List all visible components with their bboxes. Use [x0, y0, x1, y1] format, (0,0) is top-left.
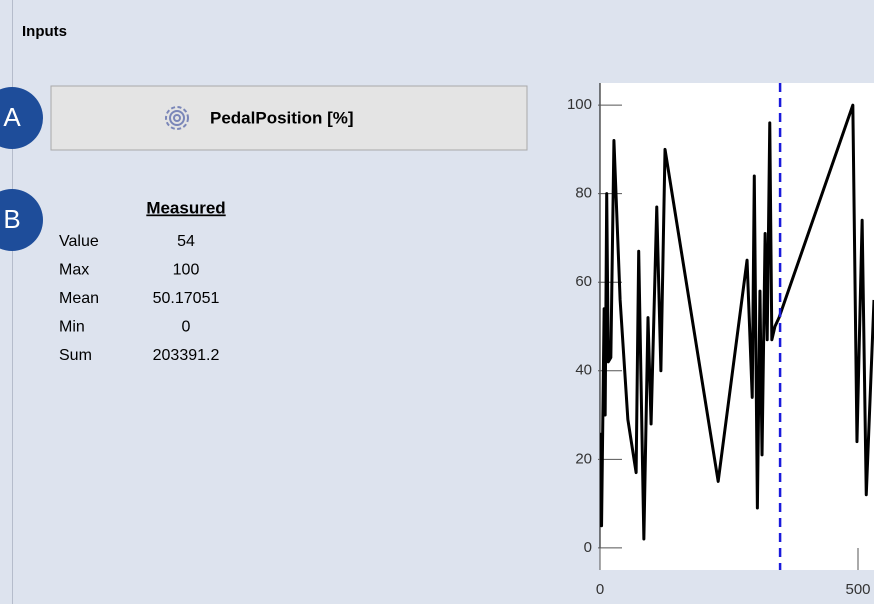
- badge-label: B: [3, 204, 20, 234]
- signal-button[interactable]: [50, 85, 528, 151]
- y-tick-label: 20: [575, 450, 592, 467]
- badge: [0, 87, 43, 149]
- button-label[interactable]: PedalPosition [%]: [210, 108, 354, 127]
- stats-table: Value 54 Max 100 Mean 50.17051 Min 0 Sum 203391.2: [59, 233, 219, 364]
- x-tick-label: 0: [596, 581, 604, 598]
- stat-label: Mean: [59, 290, 99, 307]
- stat-label: Sum: [59, 347, 92, 364]
- y-tick-label: 0: [584, 539, 592, 556]
- y-tick-label: 40: [575, 362, 592, 379]
- y-tick-label: 80: [575, 185, 592, 202]
- panel-title: Inputs: [22, 23, 67, 40]
- stat-value: 100: [173, 262, 200, 279]
- stats-header: Measured: [146, 198, 225, 217]
- stat-label: Value: [59, 233, 99, 250]
- x-tick-label: 500: [845, 581, 870, 598]
- gear-icon: [165, 106, 189, 130]
- data-line: [600, 103, 874, 541]
- stat-label: Max: [59, 262, 89, 279]
- badge: [0, 189, 43, 251]
- stat-value: 203391.2: [153, 347, 220, 364]
- y-tick-label: 60: [575, 273, 592, 290]
- stat-value: 50.17051: [153, 290, 220, 307]
- stat-value: 54: [177, 233, 195, 250]
- stat-value: 0: [182, 319, 191, 336]
- y-tick-label: 100: [567, 96, 592, 113]
- stat-label: Min: [59, 319, 85, 336]
- badge-label: A: [3, 102, 21, 132]
- chart: 0 20 40 60 80 100 0 500: [567, 83, 874, 598]
